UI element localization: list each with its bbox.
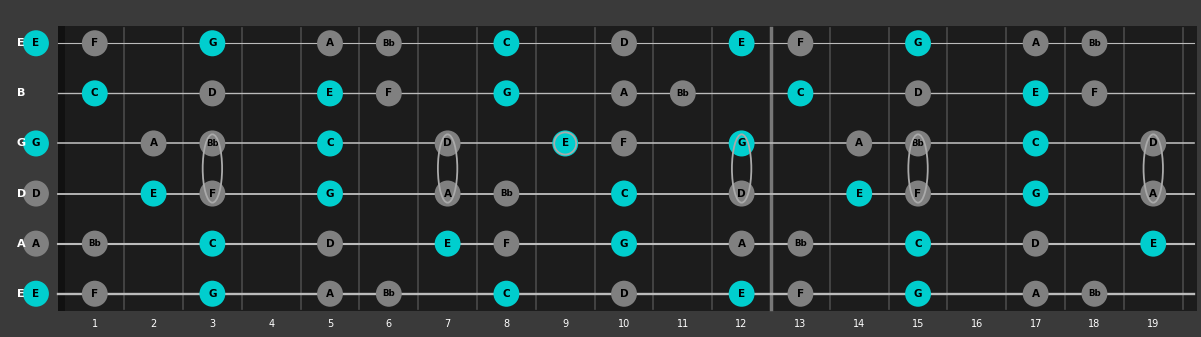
Ellipse shape — [729, 181, 754, 207]
Text: E: E — [444, 239, 452, 249]
Text: D: D — [17, 188, 26, 198]
Ellipse shape — [199, 30, 226, 56]
Text: C: C — [620, 188, 628, 198]
Ellipse shape — [1023, 80, 1048, 106]
Ellipse shape — [199, 80, 226, 106]
Text: C: C — [914, 239, 922, 249]
Ellipse shape — [611, 281, 637, 307]
Text: Bb: Bb — [207, 139, 219, 148]
Text: Bb: Bb — [500, 189, 513, 198]
Ellipse shape — [906, 130, 931, 156]
Text: F: F — [621, 139, 628, 149]
Text: 18: 18 — [1088, 319, 1100, 329]
Text: E: E — [150, 188, 157, 198]
Text: C: C — [502, 289, 510, 299]
Text: 1: 1 — [91, 319, 97, 329]
Text: F: F — [91, 38, 98, 48]
Text: 13: 13 — [794, 319, 807, 329]
Text: G: G — [31, 139, 40, 149]
Ellipse shape — [494, 231, 519, 257]
Ellipse shape — [788, 80, 813, 106]
Text: C: C — [1032, 139, 1040, 149]
Text: G: G — [325, 188, 334, 198]
Ellipse shape — [82, 281, 108, 307]
Text: D: D — [914, 88, 922, 98]
Ellipse shape — [729, 30, 754, 56]
Ellipse shape — [847, 181, 872, 207]
Text: A: A — [150, 139, 157, 149]
Text: 4: 4 — [268, 319, 274, 329]
Ellipse shape — [376, 281, 402, 307]
Ellipse shape — [317, 80, 343, 106]
Ellipse shape — [1082, 80, 1107, 106]
Text: A: A — [325, 38, 334, 48]
Text: D: D — [443, 139, 452, 149]
Ellipse shape — [729, 130, 754, 156]
Text: C: C — [209, 239, 216, 249]
Ellipse shape — [1023, 281, 1048, 307]
Text: A: A — [855, 139, 864, 149]
Text: F: F — [1091, 88, 1098, 98]
Text: A: A — [32, 239, 40, 249]
Text: F: F — [914, 188, 921, 198]
Ellipse shape — [1140, 231, 1166, 257]
Text: 19: 19 — [1147, 319, 1159, 329]
Text: C: C — [502, 38, 510, 48]
Ellipse shape — [906, 80, 931, 106]
Text: 8: 8 — [503, 319, 509, 329]
Ellipse shape — [317, 181, 343, 207]
Text: G: G — [737, 139, 746, 149]
Ellipse shape — [82, 231, 108, 257]
Ellipse shape — [729, 231, 754, 257]
Text: D: D — [325, 239, 334, 249]
Ellipse shape — [317, 231, 343, 257]
Ellipse shape — [788, 30, 813, 56]
Text: B: B — [17, 88, 25, 98]
Ellipse shape — [435, 130, 460, 156]
Ellipse shape — [1023, 231, 1048, 257]
Text: Bb: Bb — [89, 239, 101, 248]
Text: G: G — [914, 289, 922, 299]
Ellipse shape — [729, 281, 754, 307]
Text: C: C — [327, 139, 334, 149]
Text: G: G — [914, 38, 922, 48]
Ellipse shape — [317, 30, 343, 56]
Text: G: G — [1032, 188, 1040, 198]
Ellipse shape — [23, 281, 49, 307]
Text: E: E — [739, 38, 745, 48]
Text: D: D — [620, 38, 628, 48]
Ellipse shape — [1140, 181, 1166, 207]
Text: 7: 7 — [444, 319, 450, 329]
Ellipse shape — [141, 181, 167, 207]
Ellipse shape — [552, 130, 578, 156]
Ellipse shape — [494, 80, 519, 106]
Ellipse shape — [1023, 181, 1048, 207]
Text: F: F — [797, 38, 803, 48]
Text: A: A — [737, 239, 746, 249]
Text: E: E — [18, 289, 25, 299]
Ellipse shape — [317, 130, 343, 156]
Ellipse shape — [82, 30, 108, 56]
Text: E: E — [32, 38, 40, 48]
Ellipse shape — [906, 281, 931, 307]
Text: C: C — [91, 88, 98, 98]
Ellipse shape — [788, 231, 813, 257]
Ellipse shape — [1082, 281, 1107, 307]
Text: D: D — [737, 188, 746, 198]
Ellipse shape — [494, 30, 519, 56]
Text: E: E — [1149, 239, 1157, 249]
Text: G: G — [620, 239, 628, 249]
Text: C: C — [796, 88, 805, 98]
Text: A: A — [620, 88, 628, 98]
Text: 10: 10 — [617, 319, 631, 329]
Text: A: A — [1032, 289, 1040, 299]
Text: 5: 5 — [327, 319, 333, 329]
Ellipse shape — [906, 181, 931, 207]
Ellipse shape — [141, 130, 167, 156]
Ellipse shape — [317, 281, 343, 307]
Ellipse shape — [23, 181, 49, 207]
Ellipse shape — [906, 30, 931, 56]
Text: Bb: Bb — [794, 239, 807, 248]
Ellipse shape — [494, 181, 519, 207]
